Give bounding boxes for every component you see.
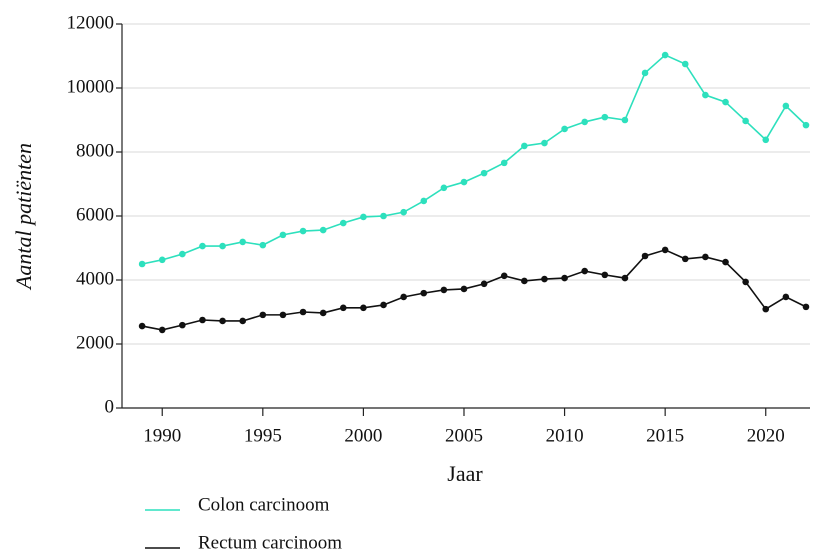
data-point xyxy=(158,326,166,334)
data-point xyxy=(360,304,367,312)
data-point xyxy=(661,246,669,254)
data-point xyxy=(420,289,428,297)
data-point xyxy=(500,272,508,280)
data-point xyxy=(460,178,468,186)
y-tick-label: 10000 xyxy=(67,76,115,97)
data-point xyxy=(782,102,790,110)
data-point xyxy=(601,113,609,121)
x-axis-label: Jaar xyxy=(447,461,483,486)
data-point xyxy=(480,280,488,288)
data-point xyxy=(138,322,146,330)
data-point xyxy=(641,252,649,260)
data-point xyxy=(762,305,770,313)
data-point xyxy=(440,286,448,294)
x-tick-label: 1990 xyxy=(143,425,181,446)
data-point xyxy=(581,118,588,126)
data-point xyxy=(299,308,307,316)
data-point xyxy=(500,159,508,167)
x-tick-label: 2020 xyxy=(747,425,785,446)
data-point xyxy=(681,60,689,68)
data-point xyxy=(319,226,327,234)
data-point xyxy=(742,117,749,125)
data-point xyxy=(661,51,669,59)
data-point xyxy=(561,125,568,133)
data-point xyxy=(460,285,468,293)
data-point xyxy=(380,212,387,220)
data-point xyxy=(521,142,528,150)
data-point xyxy=(561,274,568,282)
data-point xyxy=(440,184,448,192)
data-point xyxy=(219,242,226,250)
data-point xyxy=(601,271,609,279)
data-point xyxy=(380,301,387,309)
data-point xyxy=(702,91,709,99)
data-point xyxy=(802,303,810,311)
data-point xyxy=(199,242,206,250)
data-point xyxy=(762,136,770,144)
series-line xyxy=(141,54,807,265)
data-point xyxy=(400,208,407,216)
data-point xyxy=(541,139,548,147)
y-tick-label: 8000 xyxy=(76,140,114,161)
data-point xyxy=(279,231,287,239)
data-point xyxy=(138,260,146,268)
data-point xyxy=(722,98,729,106)
data-point xyxy=(581,267,588,275)
legend-label: Rectum carcinoom xyxy=(198,532,342,553)
y-tick-label: 4000 xyxy=(76,268,114,289)
data-point xyxy=(541,275,548,283)
data-point xyxy=(722,258,729,266)
y-tick-label: 6000 xyxy=(76,204,114,225)
data-point xyxy=(742,278,749,286)
data-point xyxy=(319,309,327,317)
x-tick-label: 1995 xyxy=(244,425,282,446)
data-point xyxy=(339,219,347,227)
data-point xyxy=(279,311,287,319)
y-axis-label: Aantal patiënten xyxy=(11,143,36,291)
data-point xyxy=(179,250,186,258)
legend-label: Colon carcinoom xyxy=(198,494,330,515)
x-tick-label: 2010 xyxy=(546,425,584,446)
data-point xyxy=(681,255,689,263)
data-point xyxy=(259,241,267,249)
data-point xyxy=(400,293,407,301)
y-tick-label: 12000 xyxy=(67,12,115,33)
data-point xyxy=(259,311,267,319)
data-point xyxy=(339,304,347,312)
data-point xyxy=(641,69,649,77)
data-point xyxy=(480,169,488,177)
y-tick-label: 0 xyxy=(105,396,115,417)
data-point xyxy=(239,238,247,246)
data-point xyxy=(521,277,528,285)
data-point xyxy=(158,256,166,264)
x-tick-label: 2015 xyxy=(646,425,684,446)
data-point xyxy=(802,121,810,129)
data-point xyxy=(702,253,709,261)
data-point xyxy=(782,293,790,301)
x-tick-label: 2005 xyxy=(445,425,483,446)
data-point xyxy=(621,116,629,124)
data-point xyxy=(179,321,186,329)
data-point xyxy=(420,197,428,205)
data-point xyxy=(360,213,367,221)
series-line xyxy=(141,249,807,331)
data-point xyxy=(219,317,226,325)
data-point xyxy=(299,227,307,235)
y-tick-label: 2000 xyxy=(76,332,114,353)
data-point xyxy=(199,316,206,324)
x-tick-label: 2000 xyxy=(344,425,382,446)
data-point xyxy=(621,274,629,282)
data-point xyxy=(239,317,247,325)
